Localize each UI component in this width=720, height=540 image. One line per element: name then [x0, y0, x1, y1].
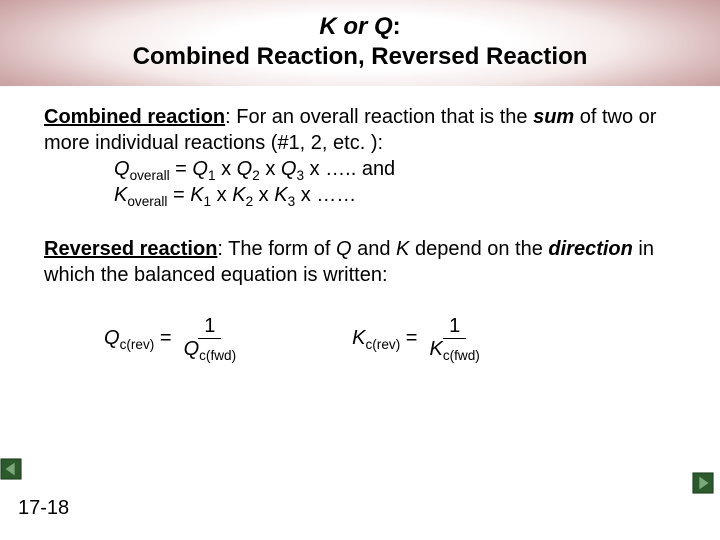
- slide-title-region: K or Q: Combined Reaction, Reversed Reac…: [0, 0, 720, 86]
- q-eq-sign: =: [154, 327, 171, 349]
- q3-sym: Q: [281, 158, 297, 180]
- rev-Q: Q: [336, 238, 352, 260]
- q-sub: overall: [130, 168, 170, 183]
- k-den-sym: K: [429, 338, 442, 360]
- next-slide-icon[interactable]: [692, 472, 714, 494]
- k-sym: K: [114, 184, 127, 206]
- formula-row: Qc(rev) = 1 Qc(fwd) Kc(rev) = 1 Kc(fwd): [44, 316, 676, 360]
- k2-sub: 2: [246, 194, 254, 209]
- k-denominator: Kc(fwd): [423, 339, 485, 360]
- k-fraction: 1 Kc(fwd): [423, 316, 485, 360]
- combined-label: Combined reaction: [44, 106, 225, 128]
- k-x2: x: [253, 184, 274, 206]
- k3-sym: K: [274, 184, 287, 206]
- k-eq-sign: =: [400, 327, 417, 349]
- q2-sym: Q: [237, 158, 253, 180]
- k-x1: x: [211, 184, 232, 206]
- q2-sub: 2: [252, 168, 260, 183]
- k-overall-line: Koverall = K1 x K2 x K3 x ……: [44, 182, 676, 208]
- direction-word: direction: [548, 238, 632, 260]
- rev-text1: : The form of: [217, 238, 336, 260]
- q-denominator: Qc(fwd): [178, 339, 243, 360]
- k-dots: x ……: [295, 184, 356, 206]
- q-dots: x ….. and: [304, 158, 395, 180]
- title-line-2: Combined Reaction, Reversed Reaction: [40, 42, 680, 72]
- q1-sym: Q: [192, 158, 208, 180]
- rev-text2: depend on the: [409, 238, 548, 260]
- k-rev-formula: Kc(rev) = 1 Kc(fwd): [352, 316, 486, 360]
- q-rev-formula: Qc(rev) = 1 Qc(fwd): [104, 316, 242, 360]
- q-numerator: 1: [198, 316, 221, 339]
- q-x2: x: [260, 158, 281, 180]
- reversed-label: Reversed reaction: [44, 238, 217, 260]
- q-den-sym: Q: [184, 338, 200, 360]
- q-lhs-sym: Q: [104, 327, 120, 349]
- combined-paragraph: Combined reaction: For an overall reacti…: [44, 104, 676, 208]
- q-eq: =: [170, 158, 193, 180]
- k2-sym: K: [232, 184, 245, 206]
- k1-sym: K: [190, 184, 203, 206]
- k-eq: =: [167, 184, 190, 206]
- k-numerator: 1: [443, 316, 466, 339]
- q-den-sub: c(fwd): [199, 348, 236, 363]
- title-italic-part: K or Q: [319, 13, 392, 40]
- q-lhs-sub: c(rev): [120, 337, 155, 352]
- prev-slide-icon[interactable]: [0, 458, 22, 480]
- title-line-1: K or Q:: [40, 12, 680, 42]
- q3-sub: 3: [296, 168, 304, 183]
- k-lhs-sym: K: [352, 327, 365, 349]
- slide-number: 17-18: [18, 497, 69, 520]
- k-den-sub: c(fwd): [443, 348, 480, 363]
- slide-body: Combined reaction: For an overall reacti…: [0, 86, 720, 360]
- q-sym: Q: [114, 158, 130, 180]
- k-sub: overall: [127, 194, 167, 209]
- rev-K: K: [396, 238, 409, 260]
- q-overall-line: Qoverall = Q1 x Q2 x Q3 x ….. and: [44, 156, 676, 182]
- reversed-paragraph: Reversed reaction: The form of Q and K d…: [44, 236, 676, 288]
- k1-sub: 1: [204, 194, 212, 209]
- combined-text1: : For an overall reaction that is the: [225, 106, 533, 128]
- k-lhs-sub: c(rev): [365, 337, 400, 352]
- q1-sub: 1: [208, 168, 216, 183]
- q-x1: x: [216, 158, 237, 180]
- title-colon: :: [393, 13, 401, 40]
- sum-word: sum: [533, 106, 574, 128]
- rev-and: and: [352, 238, 396, 260]
- q-fraction: 1 Qc(fwd): [178, 316, 243, 360]
